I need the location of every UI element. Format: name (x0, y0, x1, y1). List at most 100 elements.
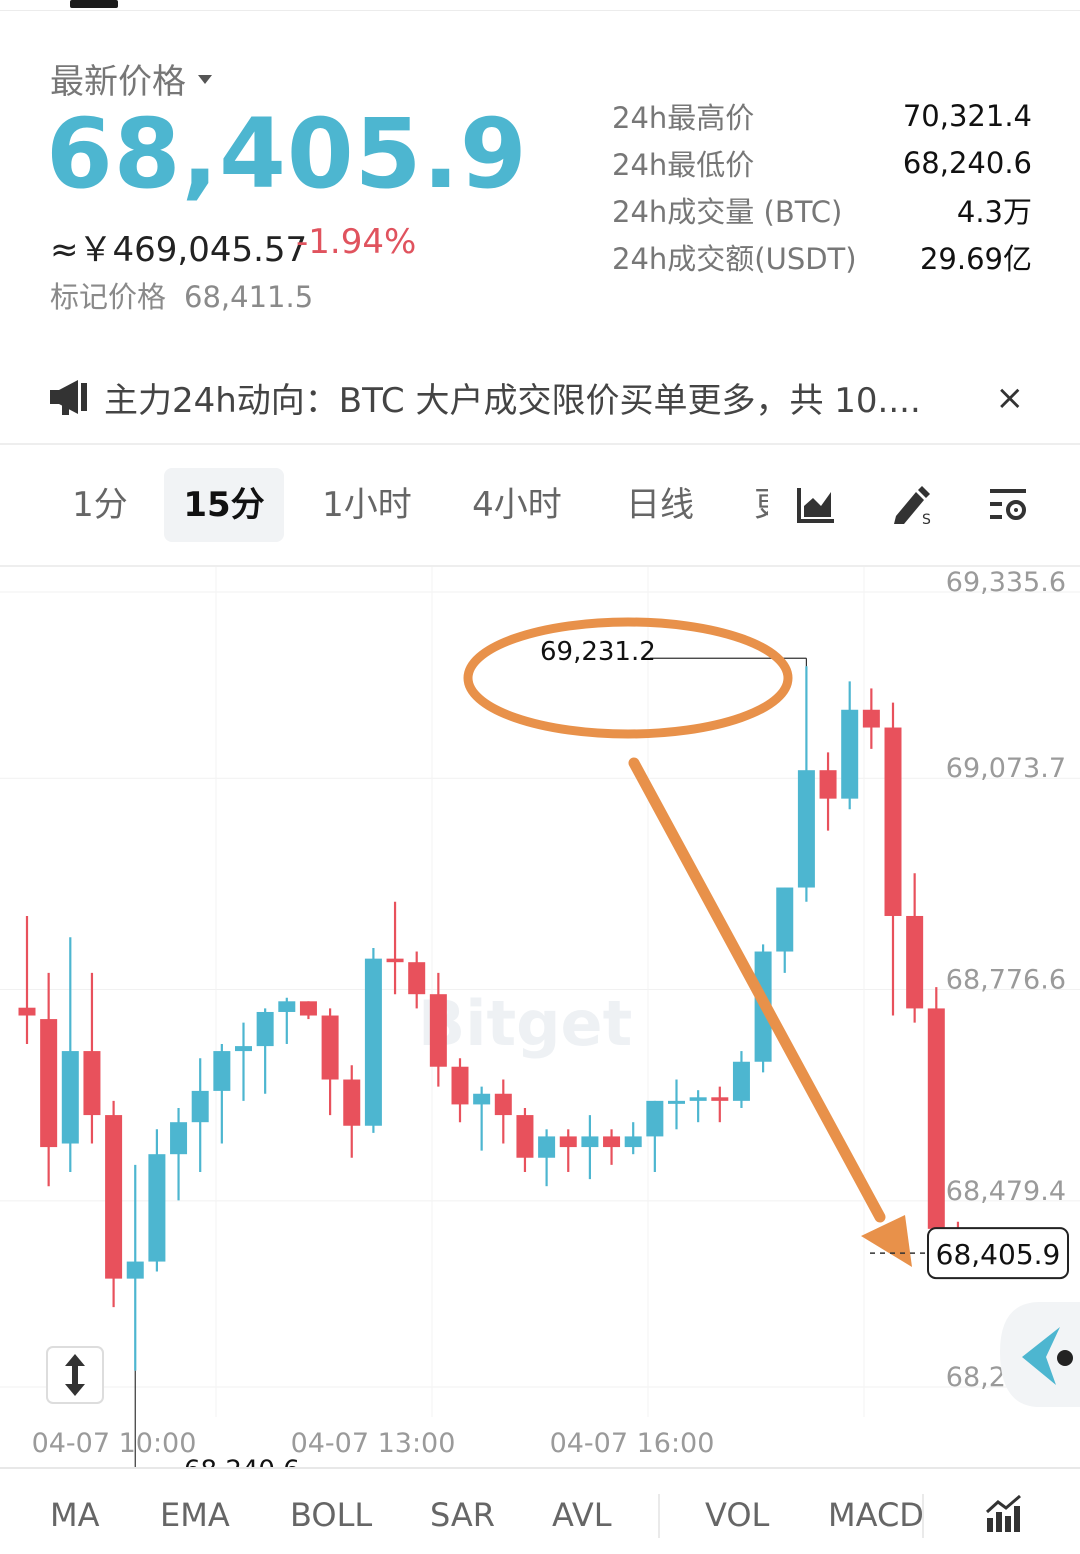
divider (922, 1494, 924, 1538)
candle (83, 972, 101, 1144)
stat-high: 24h最高价 70,321.4 (612, 92, 1032, 139)
indicator-avl[interactable]: AVL (552, 1496, 612, 1534)
candle (581, 1115, 599, 1180)
megaphone-icon (50, 380, 87, 415)
candle (862, 688, 880, 749)
mark-price-value: 68,411.5 (184, 280, 314, 314)
indicator-settings-icon[interactable] (984, 1494, 1024, 1534)
trend-arrow-head (861, 1215, 912, 1267)
watermark: Bitget (418, 987, 632, 1060)
candle (927, 987, 945, 1244)
candle (776, 887, 794, 973)
candle (364, 947, 382, 1133)
y-axis-label: 69,073.7 (946, 753, 1066, 784)
candlestick-chart[interactable]: Bitget 69,231.2 68,240.6 68,405.9 69,335.6… (0, 567, 1080, 1486)
indicator-ema[interactable]: EMA (160, 1496, 230, 1534)
y-axis-label: 68,776.6 (946, 965, 1066, 996)
candle (711, 1086, 729, 1123)
top-divider (0, 10, 1080, 11)
candle (906, 873, 924, 1023)
y-axis-label: 69,335.6 (946, 567, 1066, 598)
tab-daily[interactable]: 日线 (626, 485, 694, 525)
indicator-sar[interactable]: SAR (430, 1496, 496, 1534)
trend-arrow (628, 757, 886, 1223)
candle (299, 1001, 317, 1020)
indicator-ma[interactable]: MA (50, 1496, 100, 1534)
latest-price-selector[interactable]: 最新价格 (50, 54, 212, 103)
stats-panel: 24h最高价 70,321.4 24h最低价 68,240.6 24h成交量 (… (612, 92, 1032, 280)
caret-down-icon (198, 75, 212, 84)
current-price-value: 68,405.9 (936, 1238, 1061, 1271)
candle (689, 1090, 707, 1123)
candle (516, 1107, 534, 1172)
divider (0, 443, 1080, 445)
candle (884, 702, 902, 1016)
candle (126, 1164, 144, 1371)
chart-settings-icon[interactable] (988, 486, 1028, 524)
tab-4h[interactable]: 4小时 (472, 485, 562, 525)
y-axis-label: 68,479.4 (946, 1176, 1066, 1207)
candle (278, 997, 296, 1044)
cny-price: ≈￥469,045.57 (50, 230, 308, 270)
indicator-boll[interactable]: BOLL (290, 1496, 373, 1534)
high-price-label: 69,231.2 (540, 637, 656, 667)
candle (170, 1107, 188, 1201)
stat-value: 70,321.4 (902, 98, 1032, 133)
divider (0, 1467, 1080, 1469)
candle (668, 1079, 685, 1130)
candle (646, 1100, 664, 1172)
latest-price-label: 最新价格 (50, 62, 186, 102)
candle (603, 1129, 621, 1165)
candle (235, 1022, 252, 1101)
price-scale-toggle-icon[interactable] (46, 1346, 104, 1404)
draw-tool-icon[interactable]: S (892, 486, 936, 526)
stat-label: 24h最高价 (612, 100, 755, 135)
divider (658, 1494, 660, 1538)
stat-value: 68,240.6 (902, 145, 1032, 180)
stat-low: 24h最低价 68,240.6 (612, 139, 1032, 186)
indicator-bar: MA EMA BOLL SAR AVL VOL MACD (0, 1480, 1080, 1550)
candle (494, 1079, 512, 1144)
current-price-tag (927, 1227, 1069, 1280)
candle (18, 915, 36, 1044)
candle (408, 951, 426, 1009)
candle (819, 752, 837, 831)
candle (559, 1129, 577, 1172)
candle (40, 972, 58, 1187)
candle (386, 901, 404, 995)
close-icon[interactable]: × (995, 378, 1025, 418)
candle (213, 1043, 231, 1144)
mark-price-row: 标记价格 68,411.5 (50, 274, 313, 316)
kline-chart[interactable]: Bitget 69,231.2 68,240.6 68,405.9 69,335.6… (0, 567, 1080, 1486)
stat-label: 24h成交额(USDT) (612, 241, 857, 276)
x-axis-label: 04-07 10:00 (32, 1428, 197, 1459)
stat-value: 4.3万 (956, 194, 1032, 229)
candle (343, 1065, 361, 1158)
change-percent: -1.94% (296, 222, 417, 262)
announcement-bar[interactable]: 主力24h动向：BTC 大户成交限价买单更多，共 10.... × (48, 374, 1038, 421)
x-axis-label: 04-07 13:00 (291, 1428, 456, 1459)
candle (321, 1008, 339, 1116)
indicator-macd[interactable]: MACD (828, 1496, 924, 1534)
last-price: 68,405.9 (46, 98, 528, 210)
candle (841, 681, 859, 810)
candle (429, 972, 447, 1087)
stat-value: 29.69亿 (919, 241, 1032, 276)
highlight-ellipse (463, 617, 793, 739)
floating-assistant-icon[interactable] (1000, 1302, 1080, 1407)
indicator-vol[interactable]: VOL (705, 1496, 770, 1534)
chart-type-icon[interactable] (796, 486, 836, 524)
candle (473, 1086, 491, 1151)
tab-15m[interactable]: 15分 (164, 468, 284, 542)
stat-label: 24h成交量 (BTC) (612, 194, 843, 229)
tab-1h[interactable]: 1小时 (322, 485, 412, 525)
tab-more[interactable]: 更 (754, 468, 768, 542)
mark-price-label: 标记价格 (50, 280, 167, 314)
candle (797, 666, 815, 902)
announcement-text: 主力24h动向：BTC 大户成交限价买单更多，共 10.... (104, 380, 921, 421)
candle (732, 1051, 750, 1108)
candle (191, 1058, 209, 1172)
tab-1m[interactable]: 1分 (72, 485, 128, 525)
candle (451, 1058, 469, 1123)
svg-text:S: S (922, 512, 931, 526)
